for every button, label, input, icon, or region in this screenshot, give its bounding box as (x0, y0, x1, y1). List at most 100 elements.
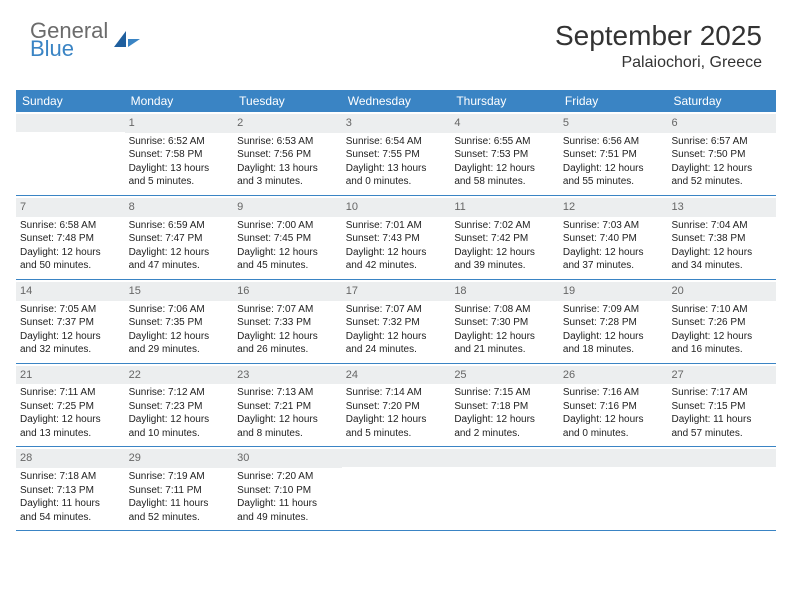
day-header: Thursday (450, 90, 559, 112)
day-number (342, 449, 451, 467)
daylight1-text: Daylight: 13 hours (346, 162, 447, 176)
sunrise-text: Sunrise: 7:02 AM (454, 219, 555, 233)
calendar-cell: 2Sunrise: 6:53 AMSunset: 7:56 PMDaylight… (233, 112, 342, 195)
calendar-cell: 30Sunrise: 7:20 AMSunset: 7:10 PMDayligh… (233, 447, 342, 530)
sunset-text: Sunset: 7:33 PM (237, 316, 338, 330)
daylight1-text: Daylight: 12 hours (346, 330, 447, 344)
sunset-text: Sunset: 7:58 PM (129, 148, 230, 162)
daylight1-text: Daylight: 12 hours (237, 413, 338, 427)
daylight2-text: and 55 minutes. (563, 175, 664, 189)
sunrise-text: Sunrise: 7:07 AM (346, 303, 447, 317)
daylight1-text: Daylight: 11 hours (237, 497, 338, 511)
calendar-cell: 26Sunrise: 7:16 AMSunset: 7:16 PMDayligh… (559, 364, 668, 447)
sunset-text: Sunset: 7:21 PM (237, 400, 338, 414)
sunrise-text: Sunrise: 7:04 AM (671, 219, 772, 233)
daylight1-text: Daylight: 12 hours (563, 162, 664, 176)
sunset-text: Sunset: 7:28 PM (563, 316, 664, 330)
daylight2-text: and 16 minutes. (671, 343, 772, 357)
sunrise-text: Sunrise: 7:12 AM (129, 386, 230, 400)
day-number: 20 (667, 282, 776, 301)
day-number (667, 449, 776, 467)
day-number: 15 (125, 282, 234, 301)
daylight1-text: Daylight: 12 hours (237, 246, 338, 260)
daylight1-text: Daylight: 12 hours (129, 330, 230, 344)
daylight2-text: and 3 minutes. (237, 175, 338, 189)
daylight2-text: and 58 minutes. (454, 175, 555, 189)
daylight1-text: Daylight: 12 hours (20, 330, 121, 344)
calendar-cell: 22Sunrise: 7:12 AMSunset: 7:23 PMDayligh… (125, 364, 234, 447)
calendar-cell: 3Sunrise: 6:54 AMSunset: 7:55 PMDaylight… (342, 112, 451, 195)
day-number: 18 (450, 282, 559, 301)
day-number: 7 (16, 198, 125, 217)
daylight2-text: and 32 minutes. (20, 343, 121, 357)
day-number: 17 (342, 282, 451, 301)
day-header: Friday (559, 90, 668, 112)
calendar-cell: 9Sunrise: 7:00 AMSunset: 7:45 PMDaylight… (233, 196, 342, 279)
calendar-cell (667, 447, 776, 530)
day-number: 10 (342, 198, 451, 217)
daylight1-text: Daylight: 12 hours (671, 246, 772, 260)
week-row: 14Sunrise: 7:05 AMSunset: 7:37 PMDayligh… (16, 280, 776, 364)
day-number: 30 (233, 449, 342, 468)
sunrise-text: Sunrise: 6:59 AM (129, 219, 230, 233)
sunrise-text: Sunrise: 7:08 AM (454, 303, 555, 317)
sunrise-text: Sunrise: 6:54 AM (346, 135, 447, 149)
sunset-text: Sunset: 7:45 PM (237, 232, 338, 246)
day-number: 29 (125, 449, 234, 468)
daylight1-text: Daylight: 13 hours (129, 162, 230, 176)
daylight2-text: and 49 minutes. (237, 511, 338, 525)
sunset-text: Sunset: 7:47 PM (129, 232, 230, 246)
calendar-cell: 24Sunrise: 7:14 AMSunset: 7:20 PMDayligh… (342, 364, 451, 447)
daylight1-text: Daylight: 12 hours (671, 330, 772, 344)
sunrise-text: Sunrise: 7:09 AM (563, 303, 664, 317)
daylight1-text: Daylight: 11 hours (129, 497, 230, 511)
day-header: Saturday (667, 90, 776, 112)
day-number: 9 (233, 198, 342, 217)
day-number: 14 (16, 282, 125, 301)
daylight2-text: and 5 minutes. (129, 175, 230, 189)
calendar-cell: 6Sunrise: 6:57 AMSunset: 7:50 PMDaylight… (667, 112, 776, 195)
day-number: 8 (125, 198, 234, 217)
day-header: Wednesday (342, 90, 451, 112)
sunrise-text: Sunrise: 7:17 AM (671, 386, 772, 400)
daylight2-text: and 54 minutes. (20, 511, 121, 525)
daylight2-text: and 2 minutes. (454, 427, 555, 441)
daylight1-text: Daylight: 12 hours (20, 413, 121, 427)
sunrise-text: Sunrise: 7:01 AM (346, 219, 447, 233)
sunset-text: Sunset: 7:53 PM (454, 148, 555, 162)
day-header: Tuesday (233, 90, 342, 112)
day-number: 21 (16, 366, 125, 385)
calendar-cell (450, 447, 559, 530)
sunset-text: Sunset: 7:23 PM (129, 400, 230, 414)
calendar-cell: 5Sunrise: 6:56 AMSunset: 7:51 PMDaylight… (559, 112, 668, 195)
sunrise-text: Sunrise: 7:19 AM (129, 470, 230, 484)
day-number: 12 (559, 198, 668, 217)
day-header: Sunday (16, 90, 125, 112)
day-header: Monday (125, 90, 234, 112)
daylight2-text: and 0 minutes. (563, 427, 664, 441)
sunrise-text: Sunrise: 7:18 AM (20, 470, 121, 484)
sunset-text: Sunset: 7:35 PM (129, 316, 230, 330)
daylight2-text: and 50 minutes. (20, 259, 121, 273)
calendar-cell: 13Sunrise: 7:04 AMSunset: 7:38 PMDayligh… (667, 196, 776, 279)
day-number: 26 (559, 366, 668, 385)
week-row: 7Sunrise: 6:58 AMSunset: 7:48 PMDaylight… (16, 196, 776, 280)
sunrise-text: Sunrise: 7:07 AM (237, 303, 338, 317)
day-number: 25 (450, 366, 559, 385)
page-header: General Blue September 2025 Palaiochori,… (0, 0, 792, 82)
day-number: 2 (233, 114, 342, 133)
logo-sail-icon (112, 29, 142, 51)
calendar-cell: 1Sunrise: 6:52 AMSunset: 7:58 PMDaylight… (125, 112, 234, 195)
daylight1-text: Daylight: 12 hours (129, 413, 230, 427)
day-number: 6 (667, 114, 776, 133)
daylight2-text: and 42 minutes. (346, 259, 447, 273)
sunset-text: Sunset: 7:26 PM (671, 316, 772, 330)
calendar-cell (16, 112, 125, 195)
calendar-cell: 28Sunrise: 7:18 AMSunset: 7:13 PMDayligh… (16, 447, 125, 530)
day-number: 13 (667, 198, 776, 217)
daylight1-text: Daylight: 12 hours (454, 246, 555, 260)
sunset-text: Sunset: 7:50 PM (671, 148, 772, 162)
day-number (450, 449, 559, 467)
calendar-cell: 4Sunrise: 6:55 AMSunset: 7:53 PMDaylight… (450, 112, 559, 195)
calendar-cell: 27Sunrise: 7:17 AMSunset: 7:15 PMDayligh… (667, 364, 776, 447)
